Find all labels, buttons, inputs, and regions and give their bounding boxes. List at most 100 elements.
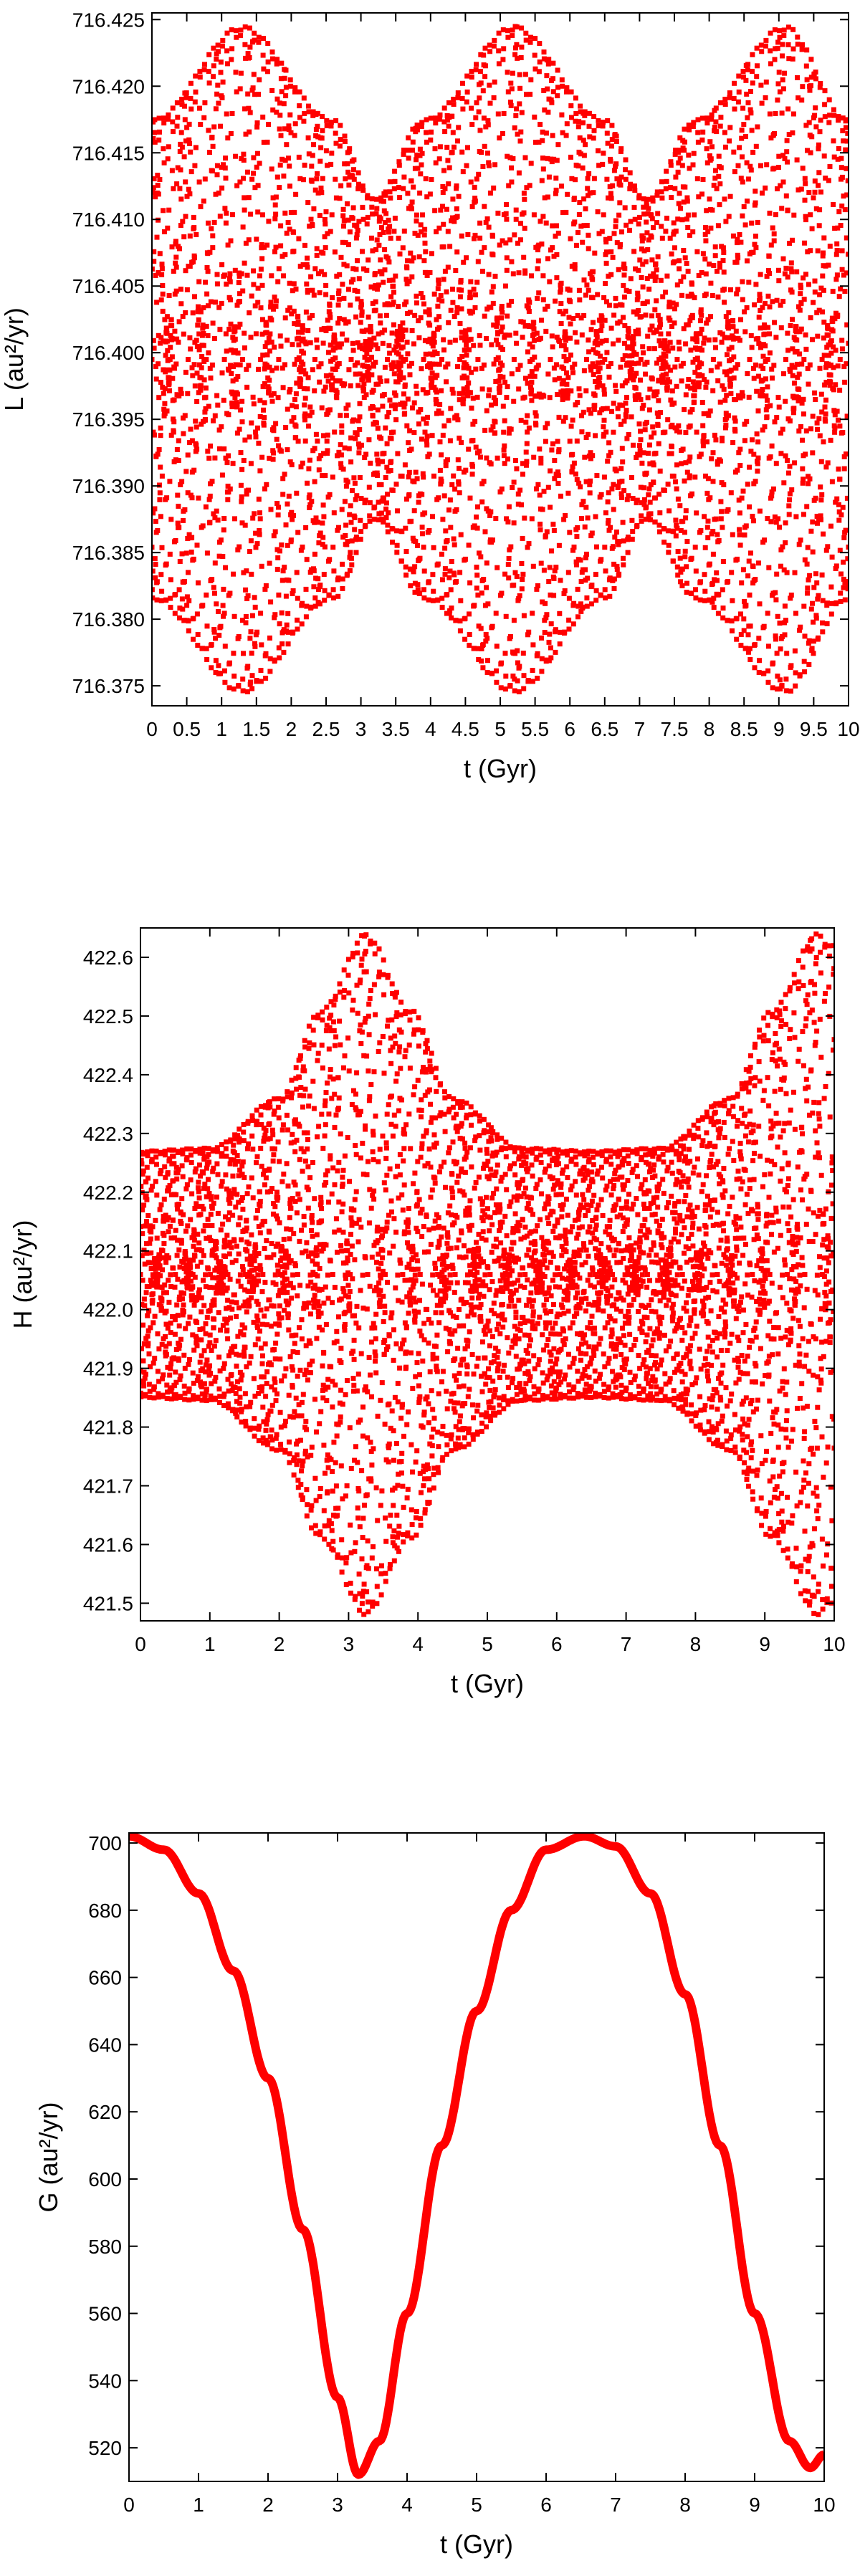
- data-point: [707, 597, 712, 603]
- data-point: [182, 507, 188, 512]
- data-point: [492, 274, 498, 279]
- data-point: [735, 99, 741, 105]
- data-point: [378, 320, 383, 326]
- data-point: [541, 49, 547, 55]
- data-point: [431, 333, 437, 339]
- data-point: [535, 295, 540, 301]
- data-point: [775, 674, 780, 679]
- data-point: [477, 235, 483, 241]
- data-point: [515, 366, 521, 372]
- data-point: [231, 674, 237, 679]
- data-point: [366, 377, 371, 383]
- data-point: [214, 163, 220, 168]
- data-point: [346, 446, 352, 451]
- data-point: [792, 570, 798, 575]
- data-point: [601, 474, 607, 480]
- data-point: [746, 279, 752, 285]
- data-point: [545, 110, 551, 115]
- data-point: [550, 89, 556, 95]
- data-point: [164, 338, 170, 344]
- data-point: [388, 459, 394, 464]
- data-point: [690, 162, 696, 168]
- data-point: [267, 364, 272, 370]
- data-point: [763, 80, 769, 85]
- data-point: [748, 110, 754, 116]
- data-point: [545, 371, 551, 377]
- data-point: [412, 231, 418, 236]
- data-point: [367, 518, 373, 524]
- data-point: [512, 570, 518, 575]
- data-point: [806, 120, 812, 125]
- data-point: [636, 443, 642, 448]
- data-point: [840, 504, 846, 510]
- data-point: [745, 67, 750, 72]
- data-point: [325, 317, 330, 323]
- data-point: [554, 252, 560, 257]
- data-point: [229, 404, 235, 410]
- data-point: [612, 535, 618, 540]
- data-point: [798, 424, 803, 429]
- data-point: [401, 186, 406, 191]
- data-point: [353, 497, 358, 502]
- data-point: [510, 70, 515, 76]
- data-point: [449, 218, 454, 224]
- data-point: [339, 429, 345, 435]
- data-point: [219, 164, 224, 170]
- data-point: [667, 340, 673, 345]
- data-point: [381, 208, 387, 214]
- data-point: [327, 302, 333, 308]
- data-point: [571, 545, 577, 550]
- data-point: [253, 545, 259, 550]
- data-point: [545, 155, 550, 161]
- data-point: [657, 510, 663, 516]
- data-point: [722, 130, 727, 135]
- data-point: [218, 623, 224, 629]
- data-point: [672, 186, 678, 191]
- data-point: [407, 372, 413, 378]
- data-point: [189, 365, 195, 370]
- data-point: [463, 334, 469, 340]
- data-point: [803, 123, 809, 128]
- data-point: [684, 539, 690, 544]
- data-point: [682, 548, 688, 554]
- data-point: [442, 129, 448, 135]
- data-point: [755, 335, 761, 341]
- data-point: [446, 100, 452, 105]
- data-point: [484, 216, 490, 221]
- data-point: [832, 412, 838, 418]
- data-point: [262, 586, 268, 592]
- data-point: [631, 309, 636, 315]
- data-point: [546, 57, 552, 62]
- data-point: [469, 471, 475, 477]
- data-point: [292, 361, 297, 367]
- data-point: [220, 603, 226, 608]
- data-point: [617, 319, 623, 325]
- data-point: [763, 95, 768, 100]
- data-point: [278, 243, 284, 249]
- data-point: [315, 110, 320, 116]
- data-point: [392, 178, 398, 184]
- data-point: [690, 379, 696, 385]
- data-point: [335, 575, 341, 581]
- data-point: [737, 145, 742, 150]
- data-point: [188, 80, 194, 86]
- data-point: [285, 447, 290, 453]
- data-point: [302, 396, 308, 401]
- data-point: [711, 595, 717, 601]
- data-point: [768, 519, 774, 525]
- data-point: [666, 300, 672, 305]
- data-point: [646, 442, 652, 448]
- data-point: [271, 428, 277, 434]
- data-point: [716, 592, 722, 597]
- data-point: [700, 423, 706, 428]
- data-point: [186, 598, 192, 603]
- data-point: [523, 30, 529, 36]
- data-point: [363, 345, 369, 351]
- data-point: [790, 346, 796, 352]
- data-point: [257, 398, 263, 403]
- data-point: [528, 161, 534, 166]
- data-point: [518, 55, 524, 60]
- data-point: [269, 87, 275, 93]
- data-point: [551, 254, 557, 259]
- data-point: [572, 219, 578, 225]
